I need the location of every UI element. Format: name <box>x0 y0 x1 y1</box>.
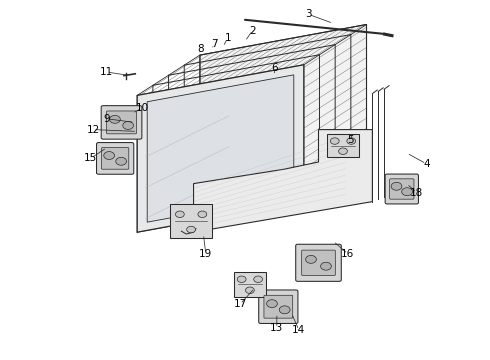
Polygon shape <box>137 65 304 232</box>
Circle shape <box>104 152 115 159</box>
Text: 9: 9 <box>103 114 110 124</box>
Text: 19: 19 <box>199 249 213 259</box>
Text: 5: 5 <box>347 135 354 145</box>
FancyBboxPatch shape <box>385 174 418 204</box>
Text: 7: 7 <box>211 39 218 49</box>
Circle shape <box>245 287 254 293</box>
FancyBboxPatch shape <box>234 272 266 297</box>
Text: 2: 2 <box>249 26 256 36</box>
Text: 4: 4 <box>423 159 430 169</box>
Text: 6: 6 <box>271 63 278 73</box>
Circle shape <box>267 300 277 307</box>
FancyBboxPatch shape <box>390 179 414 199</box>
FancyBboxPatch shape <box>97 143 134 174</box>
Circle shape <box>237 276 246 283</box>
Circle shape <box>347 138 356 144</box>
Circle shape <box>320 262 331 270</box>
FancyBboxPatch shape <box>101 106 142 139</box>
Circle shape <box>122 122 133 130</box>
FancyBboxPatch shape <box>302 250 335 275</box>
Circle shape <box>187 226 196 233</box>
Polygon shape <box>194 130 372 232</box>
FancyBboxPatch shape <box>327 134 359 157</box>
Circle shape <box>330 138 339 144</box>
Circle shape <box>339 148 347 154</box>
Circle shape <box>306 256 317 264</box>
FancyBboxPatch shape <box>101 148 129 169</box>
FancyBboxPatch shape <box>107 111 136 134</box>
Text: 14: 14 <box>292 325 306 335</box>
Circle shape <box>109 115 120 123</box>
Text: 8: 8 <box>197 44 204 54</box>
Text: 1: 1 <box>224 33 231 43</box>
Circle shape <box>279 306 290 314</box>
Text: 15: 15 <box>84 153 98 163</box>
Polygon shape <box>200 24 367 192</box>
Text: 12: 12 <box>86 125 100 135</box>
Circle shape <box>391 183 402 190</box>
Text: 3: 3 <box>305 9 312 19</box>
Text: 16: 16 <box>341 249 355 259</box>
Circle shape <box>175 211 184 217</box>
FancyBboxPatch shape <box>170 204 212 238</box>
FancyBboxPatch shape <box>296 244 341 282</box>
Text: 11: 11 <box>100 67 114 77</box>
Text: 18: 18 <box>410 188 423 198</box>
Circle shape <box>402 188 413 196</box>
FancyBboxPatch shape <box>259 290 298 324</box>
Text: 13: 13 <box>270 323 284 333</box>
Text: 17: 17 <box>233 299 247 309</box>
Circle shape <box>116 157 126 165</box>
Polygon shape <box>147 75 294 222</box>
FancyBboxPatch shape <box>264 295 293 318</box>
Text: 10: 10 <box>136 103 148 113</box>
Circle shape <box>254 276 263 283</box>
Circle shape <box>198 211 207 217</box>
